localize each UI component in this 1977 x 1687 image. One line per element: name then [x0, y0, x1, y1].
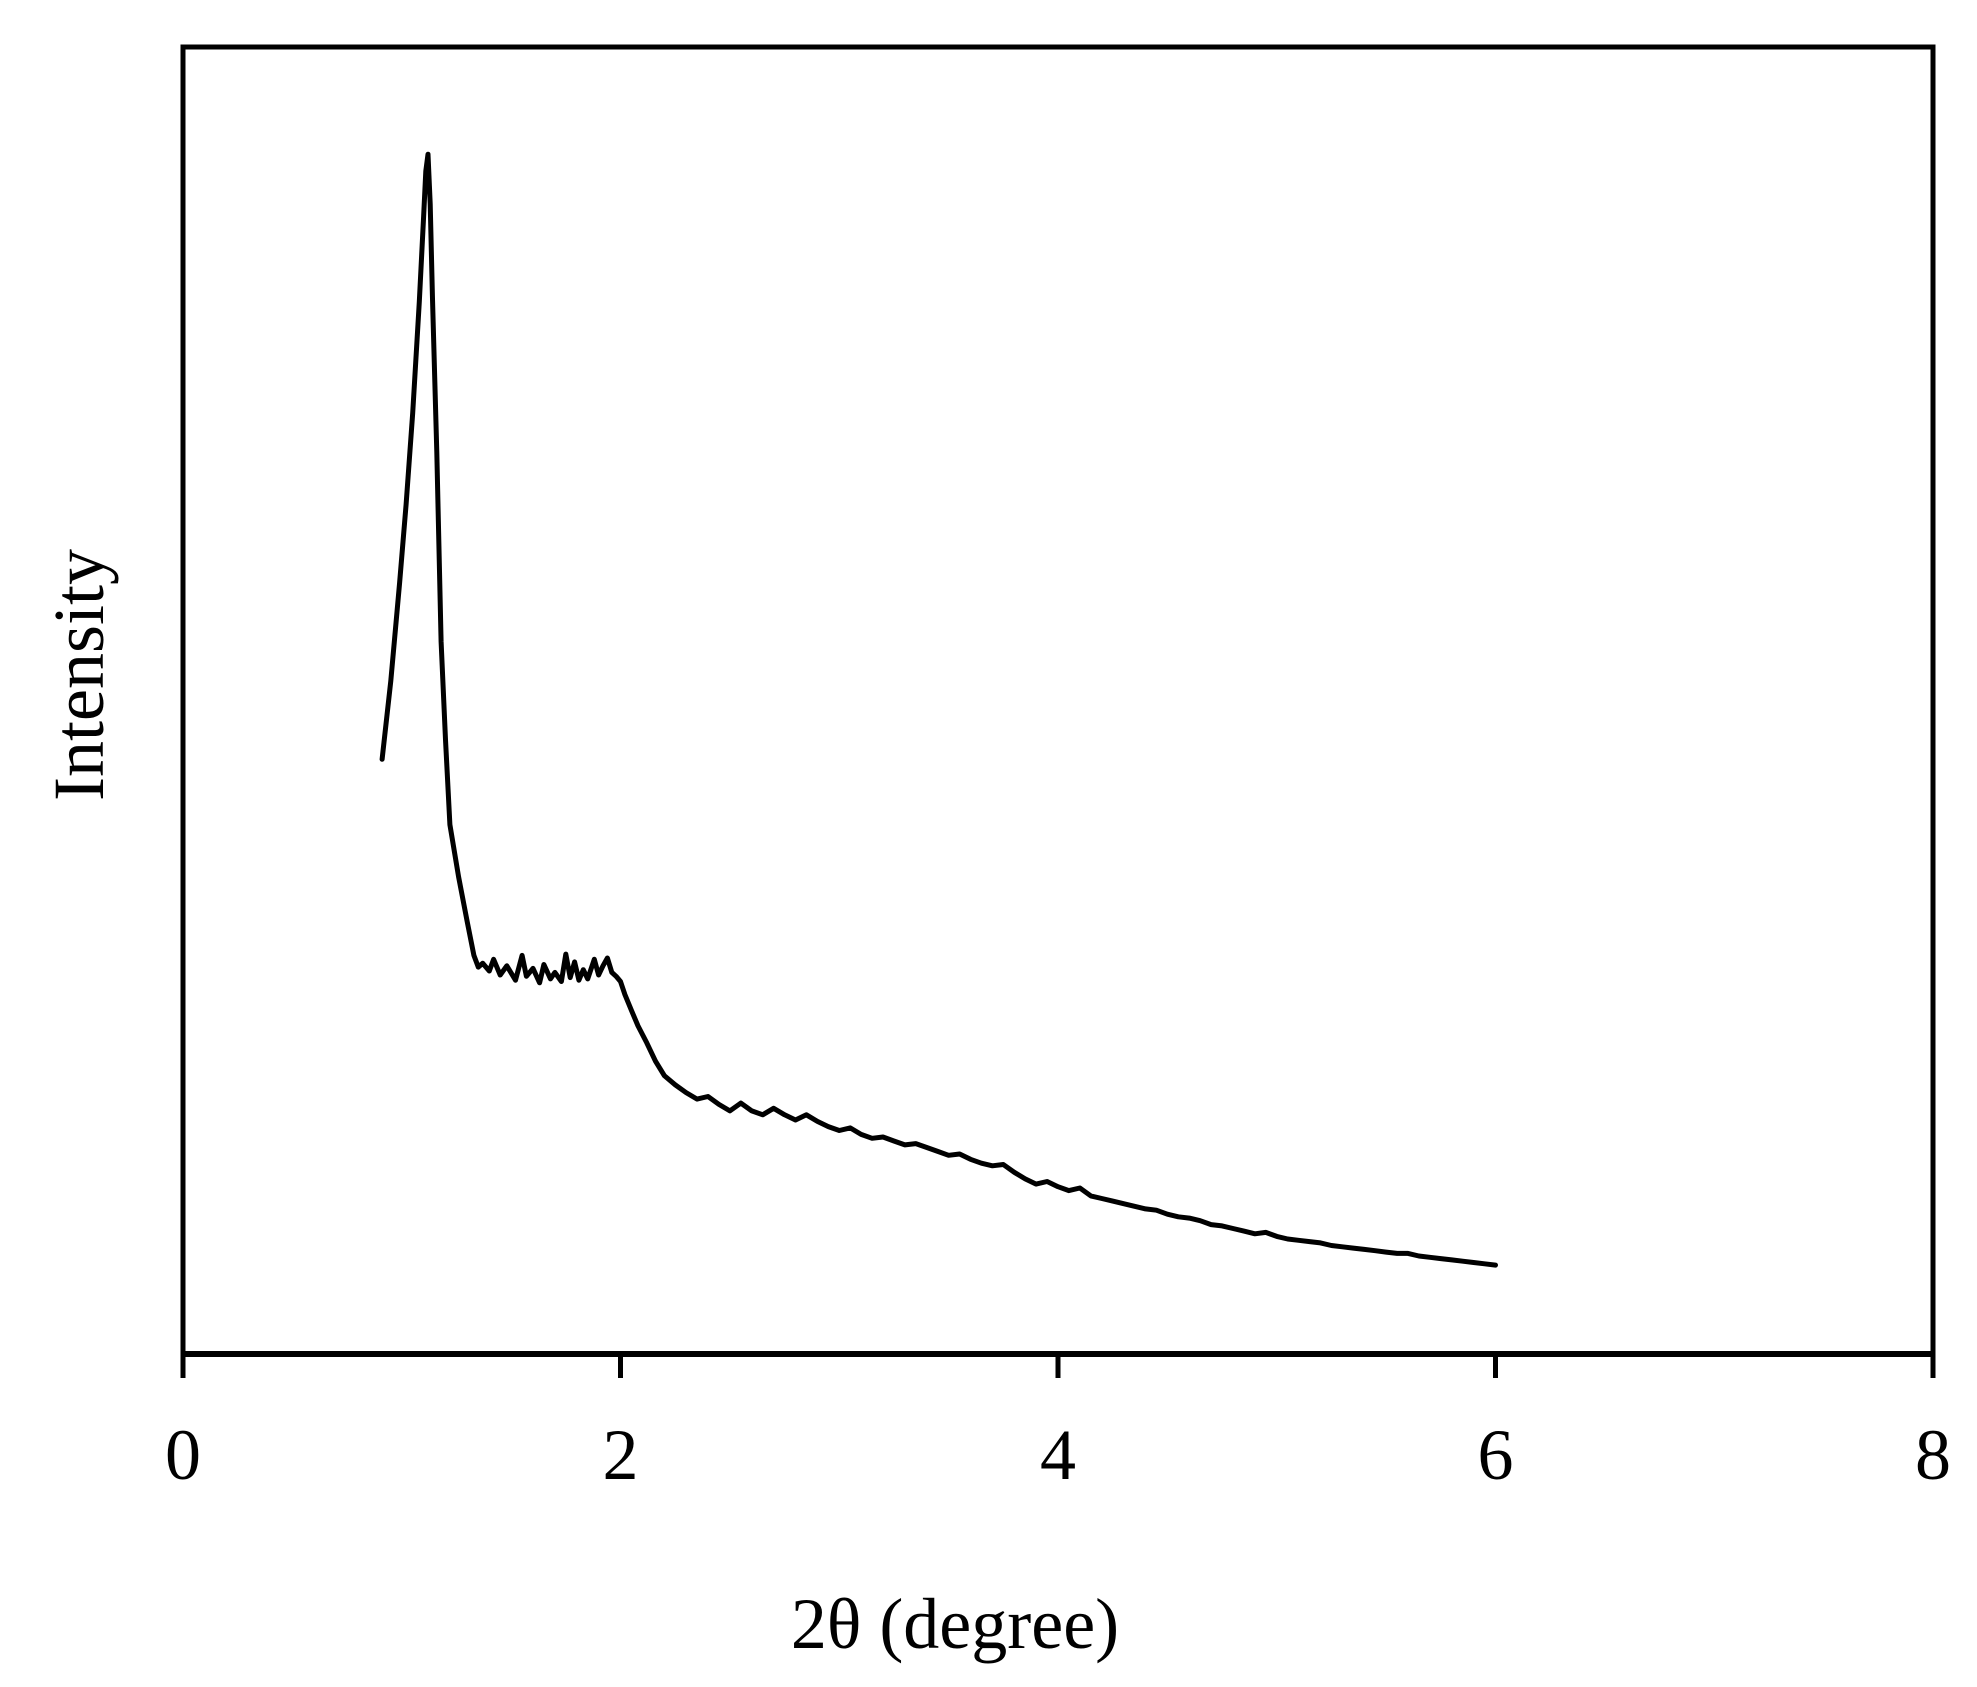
- x-tick-label: 4: [1040, 1415, 1076, 1495]
- series-line-0: [379, 151, 1498, 1268]
- x-tick-label: 0: [165, 1415, 201, 1495]
- x-tick-label: 2: [603, 1415, 639, 1495]
- x-tick-label: 8: [1915, 1415, 1951, 1495]
- y-axis-title: Intensity: [39, 549, 119, 801]
- series-layer: [379, 151, 1498, 1268]
- x-tick-label: 6: [1478, 1415, 1514, 1495]
- x-axis-ticks: 0 2 4 6 8: [165, 1354, 1951, 1495]
- x-axis-title: 2θ (degree): [791, 1584, 1119, 1664]
